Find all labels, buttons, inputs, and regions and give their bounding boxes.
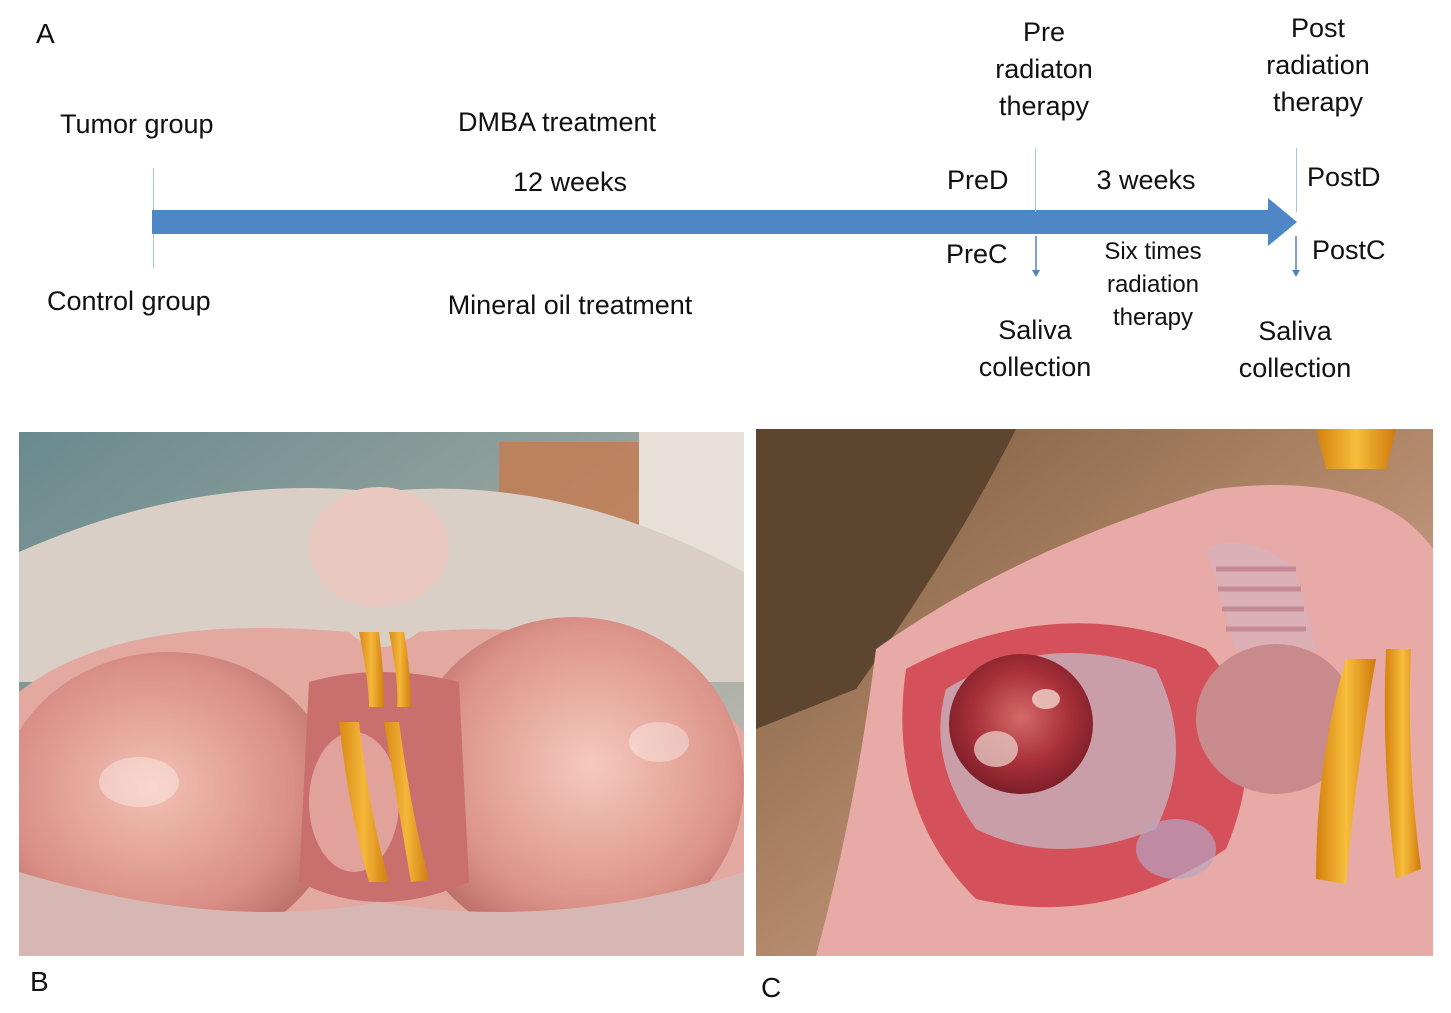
pre-therapy-marker-line [1035,148,1036,212]
saliva-pre-line-2: collection [978,352,1092,382]
six-times-line-3: therapy [1112,304,1194,331]
photo-panel-c-oral-tumor [756,429,1433,956]
six-times-radiation-label: Six times radiation therapy [1078,235,1228,334]
saliva-pre-line-1: Saliva [998,315,1072,345]
panel-label-b: B [30,966,49,997]
start-marker-line [153,168,154,268]
six-times-line-1: Six times [1104,238,1202,265]
tumor-group-label: Tumor group [60,109,214,139]
saliva-collection-pre-label: Saliva collection [950,312,1120,386]
twelve-weeks-label: 12 weeks [512,167,628,197]
post-therapy-line-1: Post [1290,13,1346,43]
post-therapy-line-2: radiation [1266,50,1370,80]
three-weeks-label: 3 weeks [1096,165,1196,195]
post-therapy-label: Post radiation therapy [1233,10,1403,121]
pre-therapy-line-2: radiaton [995,54,1093,84]
pre-d-label: PreD [947,165,1009,195]
six-times-line-2: radiation [1106,271,1200,298]
panel-label-c: C [761,972,782,1003]
pre-c-label: PreC [946,239,1008,269]
dmba-treatment-label: DMBA treatment [457,107,657,137]
mineral-oil-label: Mineral oil treatment [447,290,693,320]
photo-panel-b-oral-cavity [19,432,744,956]
post-c-label: PostC [1312,235,1386,265]
saliva-collection-post-label: Saliva collection [1210,313,1380,387]
control-group-label: Control group [47,286,211,316]
pre-therapy-label: Pre radiaton therapy [964,14,1124,125]
post-d-label: PostD [1307,162,1381,192]
post-therapy-marker-line [1296,148,1297,212]
saliva-post-line-2: collection [1238,353,1352,383]
pre-therapy-line-3: therapy [998,91,1090,121]
saliva-post-line-1: Saliva [1258,316,1332,346]
pre-therapy-line-1: Pre [1022,17,1066,47]
panel-label-a: A [36,18,55,49]
post-therapy-line-3: therapy [1272,87,1364,117]
